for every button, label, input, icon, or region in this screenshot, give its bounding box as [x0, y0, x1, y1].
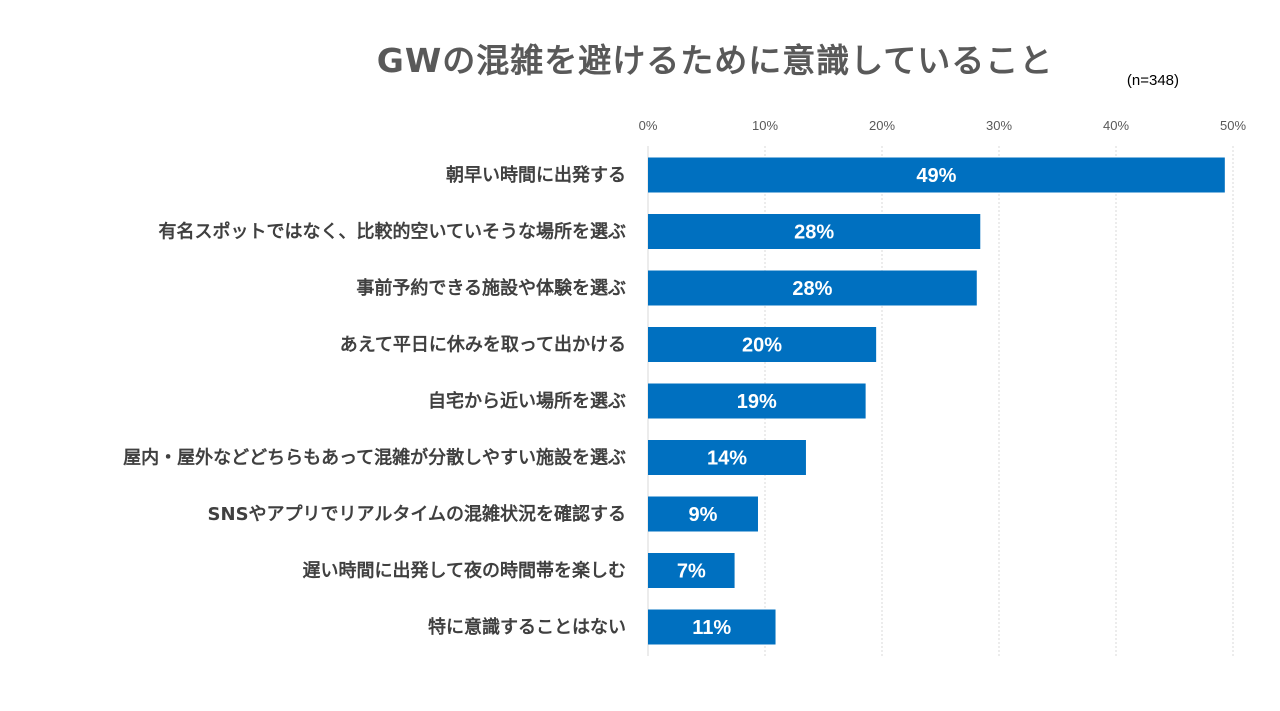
category-label-2: 有名スポットではなく、比較的空いていそうな場所を選ぶ [159, 221, 626, 243]
x-tick-label-0: 0% [639, 118, 658, 133]
bar-3 [648, 270, 977, 306]
x-tick-label-50: 50% [1220, 118, 1246, 133]
category-label-6: 屋内・屋外などどちらもあって混雑が分散しやすい施設を選ぶ [123, 447, 626, 469]
category-label-1: 朝早い時間に出発する [446, 164, 626, 186]
data-label-6: 14% [707, 448, 747, 470]
data-label-5: 19% [737, 391, 777, 413]
x-tick-label-10: 10% [752, 118, 778, 133]
bar-8 [648, 553, 735, 588]
bars [648, 157, 1225, 645]
bar-4 [648, 327, 877, 362]
x-tick-label-40: 40% [1103, 118, 1129, 133]
data-label-1: 49% [916, 165, 956, 187]
category-label-7: SNSやアプリでリアルタイムの混雑状況を確認する [208, 503, 626, 525]
category-labels: 朝早い時間に出発する有名スポットではなく、比較的空いていそうな場所を選ぶ事前予約… [123, 164, 626, 638]
data-label-8: 7% [677, 561, 706, 583]
data-label-2: 28% [794, 222, 834, 244]
bar-6 [648, 440, 806, 475]
bar-2 [648, 214, 981, 249]
sample-size-note: (n=348) [1126, 72, 1179, 89]
data-label-3: 28% [792, 278, 832, 300]
bar-7 [648, 496, 758, 532]
x-tick-label-30: 30% [986, 118, 1012, 133]
data-labels: 49% 28% 28% 20% 19% 14% 9% 7% 11% [677, 165, 957, 639]
x-axis-ticks: 0% 10% 20% 30% 40% 50% [639, 118, 1247, 133]
bar-9 [648, 609, 776, 645]
category-label-5: 自宅から近い場所を選ぶ [428, 390, 626, 412]
category-label-8: 遅い時間に出発して夜の時間帯を楽しむ [303, 560, 626, 582]
data-label-9: 11% [692, 617, 731, 639]
category-label-9: 特に意識することはない [428, 616, 626, 638]
bar-1 [648, 157, 1225, 193]
data-label-4: 20% [742, 335, 782, 357]
data-label-7: 9% [689, 504, 718, 526]
category-label-4: あえて平日に休みを取って出かける [340, 334, 626, 356]
x-tick-label-20: 20% [869, 118, 895, 133]
bar-5 [648, 383, 866, 419]
chart-title: GWの混雑を避けるために意識していること [376, 41, 1054, 80]
category-label-3: 事前予約できる施設や体験を選ぶ [356, 277, 626, 299]
